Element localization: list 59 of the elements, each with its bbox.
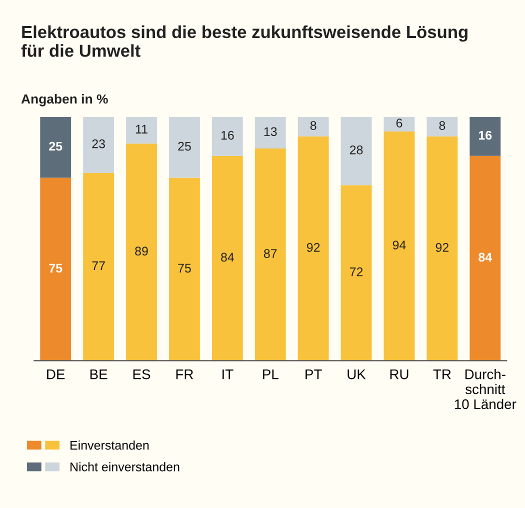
data-label: 11 [136, 124, 148, 134]
bar [298, 136, 329, 361]
bar [126, 116, 157, 144]
data-label: 84 [478, 252, 492, 262]
bar [470, 156, 501, 361]
bar [169, 116, 200, 178]
x-tick-label: TR [433, 370, 451, 380]
data-label: 25 [49, 142, 62, 151]
bar [426, 136, 458, 361]
x-tick-label: UK [348, 370, 366, 380]
x-tick-label: DE [47, 370, 65, 380]
bar [169, 178, 200, 361]
data-label: 6 [396, 118, 402, 128]
bar [426, 116, 458, 136]
data-label: 16 [478, 130, 492, 140]
bar [254, 148, 286, 361]
data-label: 77 [92, 261, 105, 270]
x-tick-label: Durch- schnitt 10 Länder [454, 369, 516, 410]
data-label: 8 [439, 121, 446, 130]
data-label: 25 [178, 142, 191, 151]
data-label: 75 [49, 264, 62, 273]
chart-title: Elektroautos sind die beste zukunftsweisende Lösung für die Umwelt [21, 25, 468, 57]
bar [40, 178, 72, 361]
data-label: 13 [264, 127, 277, 136]
bar [384, 116, 415, 132]
x-tick-label: IT [222, 370, 234, 380]
data-label: 72 [350, 267, 363, 276]
data-label: 94 [392, 240, 406, 250]
bar [212, 116, 243, 156]
bar [83, 172, 114, 361]
data-label: 84 [221, 252, 234, 262]
x-tick-label: FR [176, 370, 194, 380]
data-label: 92 [306, 243, 320, 252]
bar [470, 116, 501, 156]
x-tick-label: ES [133, 369, 150, 380]
x-tick-label: PT [306, 370, 322, 380]
chart-subtitle: Angaben in % [21, 94, 108, 106]
bar [126, 144, 157, 361]
x-tick-label: PL [263, 370, 278, 380]
bar [40, 116, 72, 178]
data-label: 16 [221, 130, 234, 140]
data-label: 23 [92, 139, 105, 148]
x-tick-label: RU [390, 370, 408, 380]
data-label: 87 [264, 249, 277, 258]
legend-label: Einverstanden [70, 440, 149, 450]
bar [83, 116, 114, 173]
bar [298, 116, 329, 136]
data-label: 8 [310, 121, 316, 130]
bar [340, 116, 372, 186]
data-label: 28 [350, 145, 363, 154]
data-label: 92 [436, 243, 449, 252]
data-label: 89 [135, 246, 148, 256]
legend-label: Nicht einverstanden [70, 462, 180, 472]
bar [384, 131, 415, 361]
x-tick-label: BE [90, 370, 108, 380]
bar [340, 185, 372, 361]
bar [212, 156, 243, 361]
bar [254, 116, 286, 149]
data-label: 75 [178, 264, 191, 273]
